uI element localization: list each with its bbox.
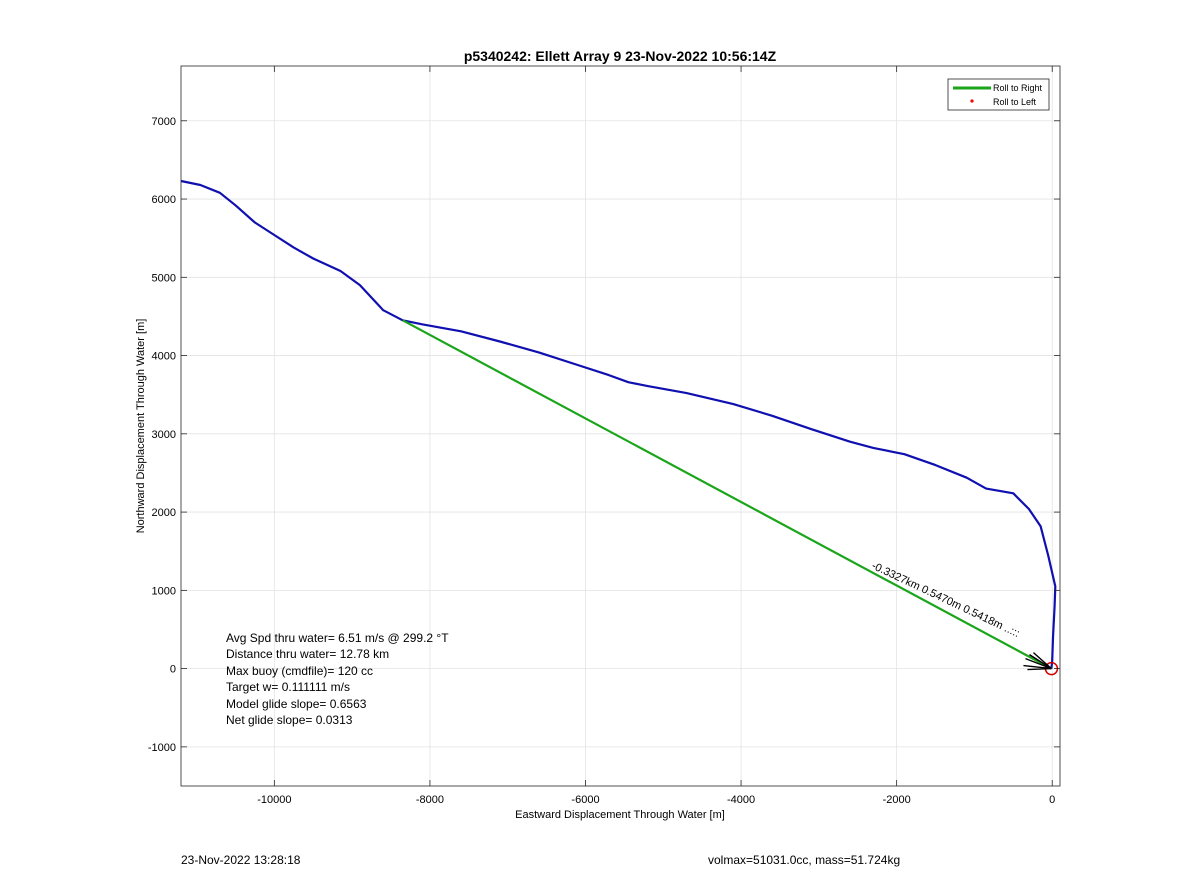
footer-vol-mass: volmax=51031.0cc, mass=51.724kg (708, 853, 901, 867)
y-tick-label: -1000 (148, 742, 176, 754)
stats-line: Avg Spd thru water= 6.51 m/s @ 299.2 °T (226, 631, 449, 645)
plot-area-frame (180, 65, 1061, 787)
x-tick-label: -10000 (257, 794, 291, 806)
stats-line: Model glide slope= 0.6563 (226, 697, 367, 711)
y-tick-label: 5000 (152, 272, 176, 284)
x-tick-label: -2000 (883, 794, 911, 806)
chart-title: p5340242: Ellett Array 9 23-Nov-2022 10:… (464, 48, 777, 64)
roll-right-line (402, 319, 1052, 670)
x-tick-label: -8000 (416, 794, 444, 806)
direction-arrow (1032, 652, 1052, 670)
grid (181, 66, 1060, 786)
tick-layer: -10000 -8000 -6000 -4000 -2000 0-100001000200… (148, 66, 1060, 806)
legend: Roll to Right Roll to Left (947, 78, 1050, 111)
y-tick-label: 3000 (152, 429, 176, 441)
y-tick-label: 2000 (152, 507, 176, 519)
rotated-path-label: -0.3327km 0.5470m 0.5418m ..::: (870, 560, 1022, 640)
y-tick-label: 6000 (152, 194, 176, 206)
y-tick-label: 1000 (152, 585, 176, 597)
trajectory-line (180, 179, 1057, 669)
legend-label-roll-right: Roll to Right (993, 83, 1043, 93)
footer-timestamp: 23-Nov-2022 13:28:18 (181, 853, 301, 867)
stats-text: Avg Spd thru water= 6.51 m/s @ 299.2 °T … (226, 631, 449, 727)
direction-arrow (1025, 657, 1052, 670)
stats-line: Max buoy (cmdfile)= 120 cc (226, 664, 373, 678)
series-layer (180, 179, 1057, 670)
stats-line: Target w= 0.111111 m/s (226, 680, 350, 694)
legend-label-roll-left: Roll to Left (993, 97, 1037, 107)
y-tick-label: 4000 (152, 351, 176, 363)
y-axis-label: Northward Displacement Through Water [m] (135, 319, 147, 534)
y-tick-label: 0 (170, 664, 176, 676)
x-tick-label: -4000 (727, 794, 755, 806)
x-axis-label: Eastward Displacement Through Water [m] (515, 809, 725, 821)
stats-line: Net glide slope= 0.0313 (226, 713, 353, 727)
stats-line: Distance thru water= 12.78 km (226, 647, 389, 661)
legend-box (947, 78, 1050, 111)
x-tick-label: 0 (1049, 794, 1055, 806)
legend-swatch-roll-left (970, 99, 974, 103)
y-tick-label: 7000 (152, 116, 176, 128)
x-tick-label: -6000 (571, 794, 599, 806)
direction-arrow (1027, 667, 1052, 671)
